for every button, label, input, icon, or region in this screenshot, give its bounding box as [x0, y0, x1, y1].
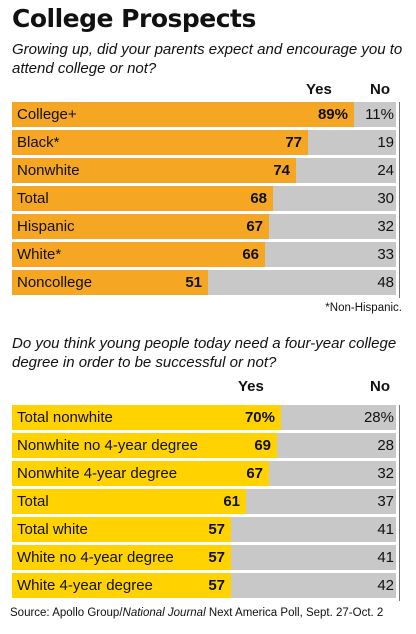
- category-label: Nonwhite no 4-year degree: [17, 437, 198, 454]
- yes-value-label: 68: [250, 190, 267, 207]
- yes-bar: [12, 242, 265, 267]
- yes-bar: [12, 517, 231, 542]
- no-value-label: 11%: [365, 106, 394, 123]
- yes-value-label: 69: [254, 437, 271, 454]
- category-label: Nonwhite: [17, 162, 80, 179]
- no-value-label: 41: [377, 521, 394, 538]
- yes-bar: [12, 214, 269, 239]
- bar-row: Hispanic 67 32: [12, 214, 404, 239]
- chart-degree-needed: Total nonwhite 70% 28% Nonwhite no 4-year d…: [12, 405, 404, 601]
- category-label: Nonwhite 4-year degree: [17, 465, 178, 482]
- bar-row: Black* 77 19: [12, 130, 404, 155]
- category-label: Black*: [17, 134, 60, 151]
- yes-value-label: 89%: [317, 106, 348, 123]
- yes-header-2: Yes: [238, 378, 264, 395]
- no-value-label: 41: [377, 549, 394, 566]
- yes-value-label: 57: [208, 521, 225, 538]
- yes-bar: [12, 186, 273, 211]
- question-1: Growing up, did your parents expect and …: [12, 41, 403, 77]
- yes-value-label: 74: [273, 162, 290, 179]
- category-label: White no 4-year degree: [17, 549, 174, 566]
- yes-value-label: 77: [285, 134, 302, 151]
- bar-row: White 4-year degree 57 42: [12, 573, 404, 598]
- category-label: White*: [17, 246, 62, 263]
- bar-row: White* 66 33: [12, 242, 404, 267]
- no-value-label: 28: [377, 437, 394, 454]
- yes-value-label: 67: [246, 218, 263, 235]
- yes-value-label: 57: [208, 549, 225, 566]
- no-value-label: 42: [377, 577, 394, 594]
- yes-bar: [12, 489, 246, 514]
- chart-parents-expectation: College+ 89% 11% Black* 77 19 Nonwhite 74 24 Tota…: [12, 102, 404, 298]
- bar-row: Total 68 30: [12, 186, 404, 211]
- yes-bar: [12, 433, 277, 458]
- category-label: White 4-year degree: [17, 577, 153, 594]
- bar-row: Total white 57 41: [12, 517, 404, 542]
- infographic: College Prospects Growing up, did your p…: [6, 4, 410, 626]
- yes-header-1: Yes: [306, 81, 332, 98]
- page-title: College Prospects: [12, 4, 256, 33]
- no-header-2: No: [370, 378, 390, 395]
- bar-row: Noncollege 51 48: [12, 270, 404, 295]
- yes-bar: [12, 102, 354, 127]
- yes-value-label: 57: [208, 577, 225, 594]
- footnote: *Non-Hispanic.: [325, 302, 402, 314]
- no-value-label: 37: [377, 493, 394, 510]
- yes-value-label: 67: [246, 465, 263, 482]
- category-label: College+: [17, 106, 77, 123]
- category-label: Total: [17, 493, 49, 510]
- source-note: Source: Apollo Group/National Journal Ne…: [10, 607, 383, 619]
- category-label: Noncollege: [17, 274, 93, 291]
- category-label: Total white: [17, 521, 88, 538]
- divider-line: [399, 102, 400, 298]
- no-value-label: 19: [377, 134, 394, 151]
- yes-bar: [12, 130, 308, 155]
- category-label: Hispanic: [17, 218, 75, 235]
- no-value-label: 32: [377, 465, 394, 482]
- bar-row: Nonwhite 4-year degree 67 32: [12, 461, 404, 486]
- source-publication: National Journal: [122, 607, 206, 619]
- yes-bar: [12, 545, 231, 570]
- yes-value-label: 70%: [244, 409, 275, 426]
- no-value-label: 48: [377, 274, 394, 291]
- yes-value-label: 61: [223, 493, 240, 510]
- bar-row: Total nonwhite 70% 28%: [12, 405, 404, 430]
- divider-line: [399, 405, 400, 601]
- yes-bar: [12, 405, 281, 430]
- category-label: Total nonwhite: [17, 409, 113, 426]
- category-label: Total: [17, 190, 49, 207]
- no-value-label: 28%: [363, 409, 394, 426]
- yes-bar: [12, 461, 269, 486]
- bar-row: Total 61 37: [12, 489, 404, 514]
- source-prefix: Source: Apollo Group/: [10, 607, 123, 619]
- bar-row: White no 4-year degree 57 41: [12, 545, 404, 570]
- yes-value-label: 51: [185, 274, 202, 291]
- no-value-label: 32: [377, 218, 394, 235]
- yes-bar: [12, 270, 208, 295]
- bar-row: Nonwhite no 4-year degree 69 28: [12, 433, 404, 458]
- source-suffix: Next America Poll, Sept. 27-Oct. 2: [205, 607, 384, 619]
- no-header-1: No: [370, 81, 390, 98]
- no-value-label: 30: [377, 190, 394, 207]
- yes-bar: [12, 573, 231, 598]
- yes-bar: [12, 158, 296, 183]
- question-2: Do you think young people today need a f…: [12, 335, 397, 371]
- yes-value-label: 66: [242, 246, 259, 263]
- no-value-label: 33: [377, 246, 394, 263]
- no-value-label: 24: [377, 162, 394, 179]
- bar-row: Nonwhite 74 24: [12, 158, 404, 183]
- bar-row: College+ 89% 11%: [12, 102, 404, 127]
